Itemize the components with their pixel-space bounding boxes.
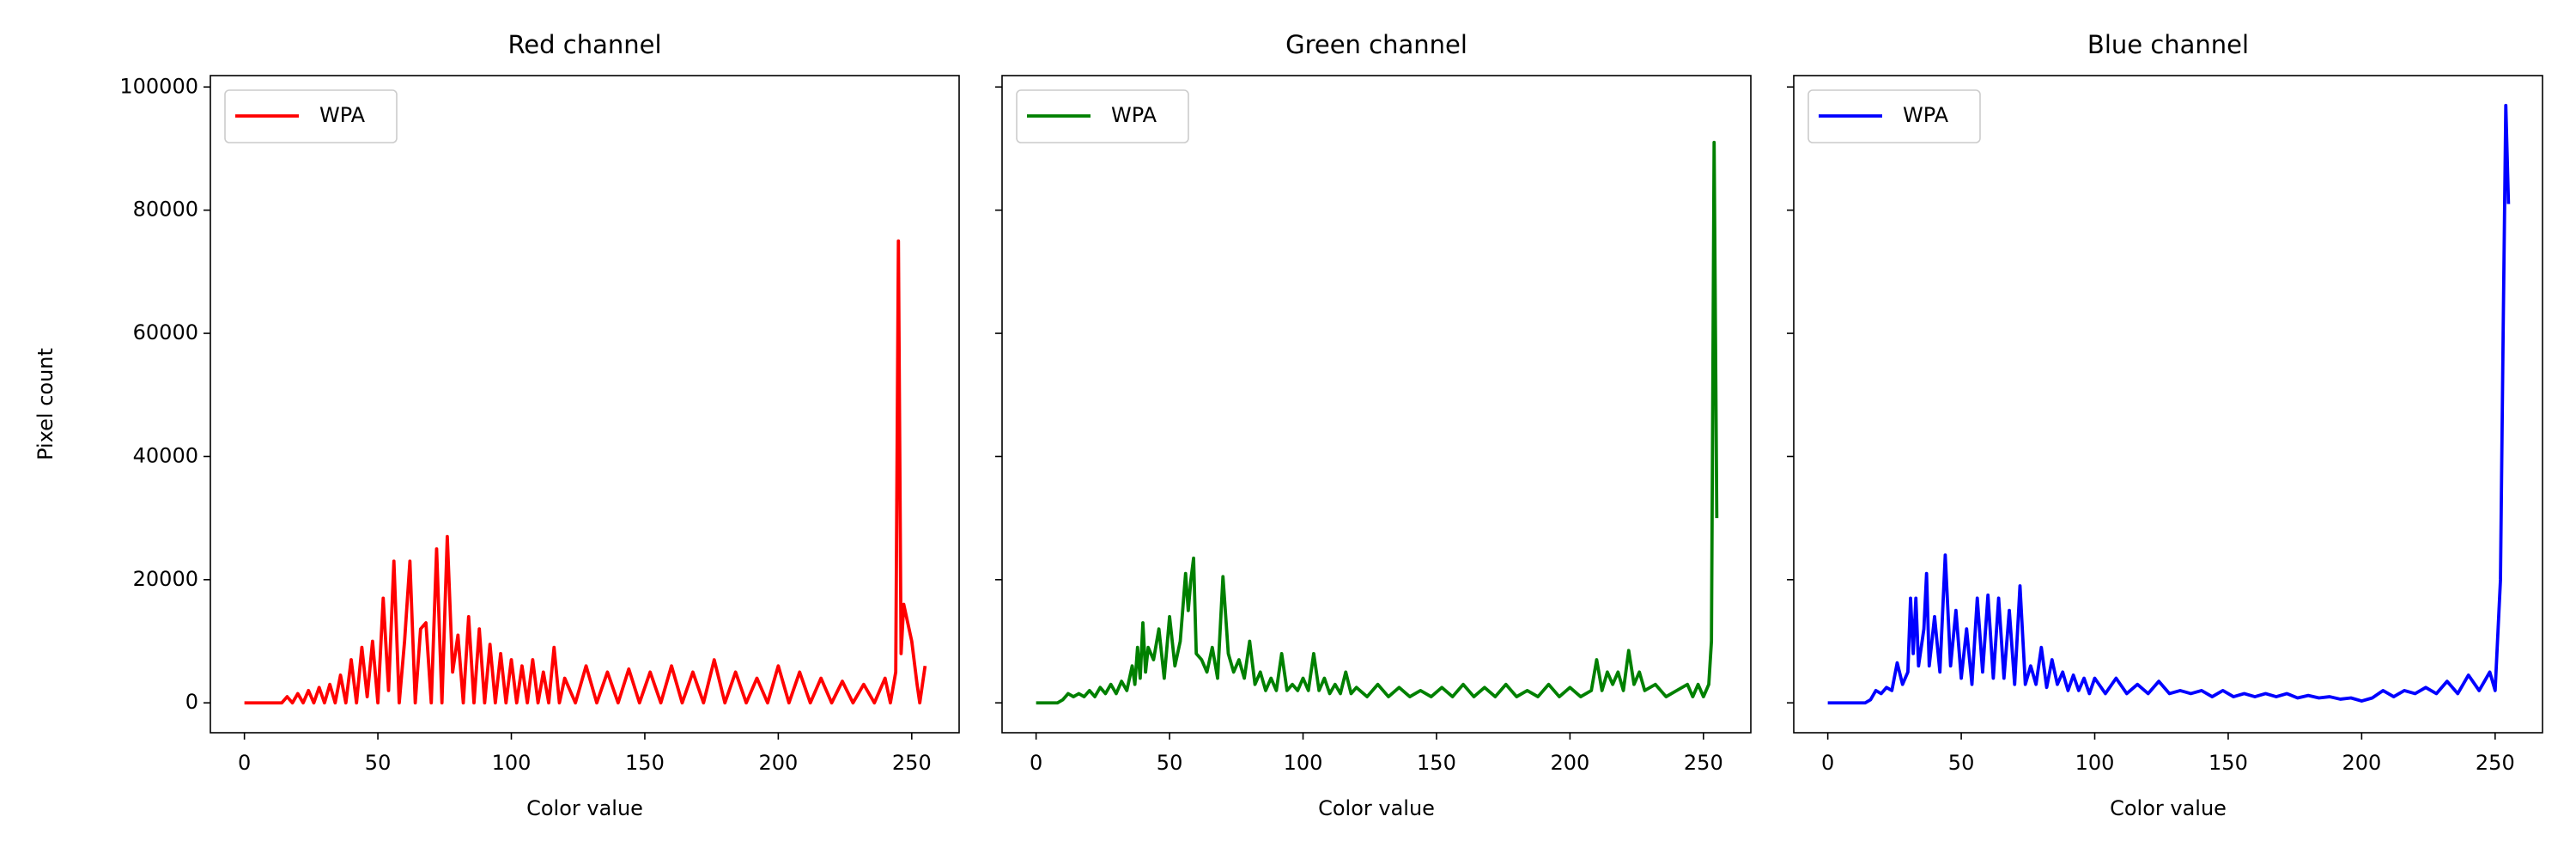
chart-title: Red channel xyxy=(507,30,661,59)
chart-title: Blue channel xyxy=(2087,30,2249,59)
x-tick-label: 150 xyxy=(2208,751,2248,775)
y-tick-label: 60000 xyxy=(133,320,198,344)
x-tick-label: 0 xyxy=(1821,751,1834,775)
axes-frame xyxy=(1001,75,1752,734)
y-tick-label: 80000 xyxy=(133,198,198,222)
axes-frame xyxy=(210,75,960,734)
legend-label: WPA xyxy=(1111,103,1157,127)
data-line xyxy=(244,239,927,705)
x-tick-label: 100 xyxy=(492,751,532,775)
legend-label: WPA xyxy=(1903,103,1949,127)
legend-box xyxy=(1016,89,1189,143)
axes-frame xyxy=(1793,75,2543,734)
x-tick-label: 50 xyxy=(1157,751,1183,775)
x-tick-label: 150 xyxy=(625,751,665,775)
y-axis-label: Pixel count xyxy=(33,348,58,460)
y-tick-label: 20000 xyxy=(133,567,198,591)
y-tick-label: 40000 xyxy=(133,443,198,467)
x-tick-label: 150 xyxy=(1417,751,1456,775)
x-tick-label: 50 xyxy=(1948,751,1975,775)
x-tick-label: 100 xyxy=(2075,751,2115,775)
legend-box xyxy=(224,89,398,143)
x-tick-label: 250 xyxy=(2476,751,2515,775)
x-tick-label: 250 xyxy=(1684,751,1723,775)
legend-box xyxy=(1807,89,1981,143)
x-axis-label: Color value xyxy=(1318,796,1435,820)
x-tick-label: 0 xyxy=(238,751,251,775)
x-tick-label: 200 xyxy=(2342,751,2381,775)
x-tick-label: 50 xyxy=(365,751,392,775)
x-tick-label: 200 xyxy=(758,751,798,775)
x-axis-label: Color value xyxy=(526,796,643,820)
data-line xyxy=(1036,140,1719,705)
x-tick-label: 200 xyxy=(1550,751,1589,775)
x-tick-label: 0 xyxy=(1030,751,1042,775)
chart-title: Green channel xyxy=(1285,30,1467,59)
y-tick-label: 100000 xyxy=(119,74,198,98)
x-tick-label: 250 xyxy=(892,751,932,775)
x-tick-label: 100 xyxy=(1284,751,1323,775)
x-axis-label: Color value xyxy=(2110,796,2227,820)
legend-label: WPA xyxy=(319,103,366,127)
data-line xyxy=(1827,103,2511,705)
y-tick-label: 0 xyxy=(185,690,198,714)
